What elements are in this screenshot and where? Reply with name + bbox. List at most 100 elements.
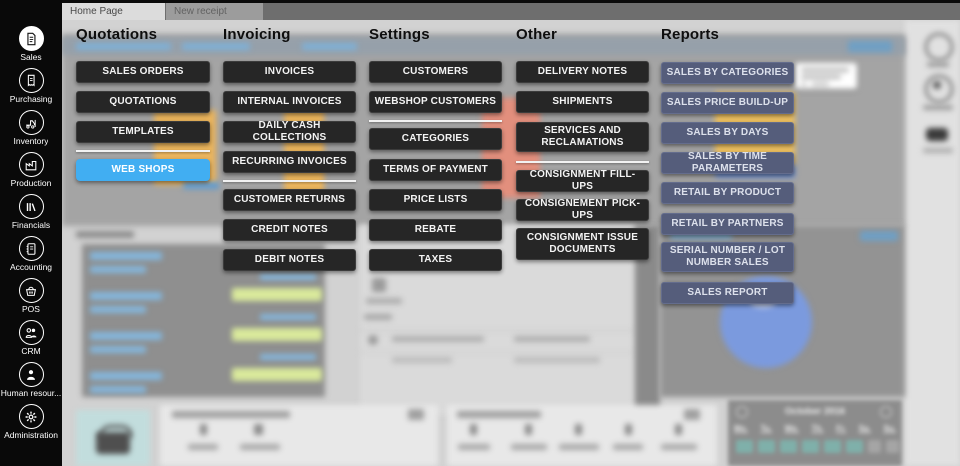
- background-panel-header: [62, 37, 905, 55]
- sidebar-item-label: Production: [10, 178, 52, 188]
- sidebar-item-label: CRM: [21, 346, 41, 356]
- menu-item-invoices[interactable]: INVOICES: [223, 61, 356, 83]
- activity-link-blob: [90, 292, 162, 300]
- calendar-day-cell: [846, 440, 863, 453]
- calendar-weekday: Mo.: [734, 424, 748, 433]
- stat-number-blob: [575, 424, 582, 435]
- stat-label-blob: [559, 444, 599, 450]
- menu-divider: [76, 150, 210, 152]
- panel-title-blob: [76, 231, 134, 238]
- label-blob: [364, 314, 392, 320]
- calendar-day-cell: [802, 440, 819, 453]
- activity-link-blob: [90, 332, 162, 340]
- activity-link-blob: [90, 372, 162, 380]
- menu-item-customer-returns[interactable]: CUSTOMER RETURNS: [223, 189, 356, 211]
- menu-item-terms-of-payment[interactable]: TERMS OF PAYMENT: [369, 159, 502, 181]
- menu-item-rebate[interactable]: REBATE: [369, 219, 502, 241]
- menu-item-sales-price-build-up[interactable]: SALES PRICE BUILD-UP: [661, 92, 794, 114]
- menu-item-sales-by-categories[interactable]: SALES BY CATEGORIES: [661, 62, 794, 84]
- menu-item-recurring-invoices[interactable]: RECURRING INVOICES: [223, 151, 356, 173]
- menu-item-consignment-pick-ups[interactable]: CONSIGNEMENT PICK-UPS: [516, 198, 649, 221]
- sidebar-item-accounting[interactable]: Accounting: [0, 236, 62, 275]
- menu-item-sales-orders[interactable]: SALES ORDERS: [76, 61, 210, 83]
- activity-link-blob: [90, 306, 146, 313]
- calendar-widget: October 2016 Mo. Tu. We. Th. Fr. Sa. Su.: [728, 400, 902, 466]
- menu-item-categories[interactable]: CATEGORIES: [369, 128, 502, 150]
- receipt-icon: [18, 68, 44, 93]
- activity-link-blob: [260, 354, 316, 360]
- menu-item-web-shops[interactable]: WEB SHOPS: [76, 159, 210, 181]
- menu-divider: [223, 180, 356, 182]
- menu-item-sales-by-days[interactable]: SALES BY DAYS: [661, 122, 794, 144]
- sidebar-item-financials[interactable]: Financials: [0, 194, 62, 233]
- activity-link-blob: [260, 274, 316, 280]
- calendar-weekday: Sa.: [858, 424, 871, 433]
- menu-item-internal-invoices[interactable]: INTERNAL INVOICES: [223, 91, 356, 113]
- sidebar: Sales Purchasing Inventory Production Fi…: [0, 0, 62, 466]
- sidebar-item-purchasing[interactable]: Purchasing: [0, 68, 62, 107]
- row-text-blob: [392, 357, 452, 363]
- menu-column-title-other: Other: [516, 26, 558, 43]
- row-divider: [360, 330, 635, 331]
- tooltip-bubble: [795, 63, 857, 89]
- calendar-weekday: Tu.: [760, 424, 772, 433]
- tab-new-receipt[interactable]: New receipt: [166, 3, 263, 20]
- user-icon-head: [933, 81, 941, 89]
- sidebar-item-production[interactable]: Production: [0, 152, 62, 191]
- sidebar-item-human-resources[interactable]: Human resour...: [0, 362, 62, 401]
- eye-icon: [926, 128, 948, 141]
- menu-item-customers[interactable]: CUSTOMERS: [369, 61, 502, 83]
- sidebar-item-administration[interactable]: Administration: [0, 404, 62, 443]
- factory-icon: [18, 152, 44, 177]
- calendar-day-cell: [824, 440, 841, 453]
- sidebar-item-crm[interactable]: CRM: [0, 320, 62, 359]
- menu-item-delivery-notes[interactable]: DELIVERY NOTES: [516, 61, 649, 83]
- stat-label-blob: [240, 444, 280, 450]
- calendar-weekday: Th.: [811, 424, 824, 433]
- menu-item-templates[interactable]: TEMPLATES: [76, 121, 210, 143]
- stat-number-blob: [525, 424, 532, 435]
- calendar-day-cell: [736, 440, 753, 453]
- activity-link-blob: [90, 386, 146, 393]
- stat-label-blob: [511, 444, 547, 450]
- stat-number-blob: [200, 424, 207, 435]
- sidebar-item-label: Purchasing: [9, 94, 53, 104]
- row-divider: [360, 352, 635, 353]
- sidebar-item-inventory[interactable]: Inventory: [0, 110, 62, 149]
- calendar-day-cell: [758, 440, 775, 453]
- menu-item-sales-by-time-parameters[interactable]: SALES BY TIME PARAMETERS: [661, 151, 794, 174]
- calendar-weekday-row: Mo. Tu. We. Th. Fr. Sa. Su.: [734, 424, 896, 433]
- sidebar-item-sales[interactable]: Sales: [0, 26, 62, 65]
- row-icon-blob: [368, 335, 378, 345]
- menu-item-quotations[interactable]: QUOTATIONS: [76, 91, 210, 113]
- menu-item-shipments[interactable]: SHIPMENTS: [516, 91, 649, 113]
- row-text-blob: [514, 357, 600, 363]
- panel-title-blob: [457, 411, 541, 418]
- top-strip: [0, 0, 960, 3]
- menu-item-daily-cash-collections[interactable]: DAILY CASH COLLECTIONS: [223, 120, 356, 143]
- toolbar-label-blob: [927, 62, 949, 67]
- menu-item-services-and-reclamations[interactable]: SERVICES AND RECLAMATIONS: [516, 122, 649, 152]
- header-text-blob: [76, 43, 171, 50]
- sidebar-item-label: Accounting: [9, 262, 53, 272]
- menu-item-taxes[interactable]: TAXES: [369, 249, 502, 271]
- label-blob: [366, 298, 402, 304]
- stat-number-blob: [625, 424, 632, 435]
- sidebar-item-label: Human resour...: [0, 388, 62, 398]
- sidebar-item-pos[interactable]: POS: [0, 278, 62, 317]
- menu-item-serial-number-lot-number-sales[interactable]: SERIAL NUMBER / LOT NUMBER SALES: [661, 242, 794, 272]
- menu-item-consignment-fill-ups[interactable]: CONSIGNMENT FILL- UPS: [516, 169, 649, 192]
- calendar-day-cell: [780, 440, 797, 453]
- menu-item-consignment-issue-documents[interactable]: CONSIGNMENT ISSUE DOCUMENTS: [516, 228, 649, 260]
- row-text-blob: [514, 336, 590, 342]
- menu-item-retail-by-product[interactable]: RETAIL BY PRODUCT: [661, 182, 794, 204]
- tab-home-page[interactable]: Home Page: [62, 3, 165, 20]
- menu-item-retail-by-partners[interactable]: RETAIL BY PARTNERS: [661, 213, 794, 235]
- menu-item-webshop-customers[interactable]: WEBSHOP CUSTOMERS: [369, 91, 502, 113]
- menu-item-sales-report[interactable]: SALES REPORT: [661, 282, 794, 304]
- menu-item-credit-notes[interactable]: CREDIT NOTES: [223, 219, 356, 241]
- calendar-day-cell: [886, 440, 899, 453]
- menu-item-price-lists[interactable]: PRICE LISTS: [369, 189, 502, 211]
- menu-divider: [369, 120, 502, 122]
- menu-item-debit-notes[interactable]: DEBIT NOTES: [223, 249, 356, 271]
